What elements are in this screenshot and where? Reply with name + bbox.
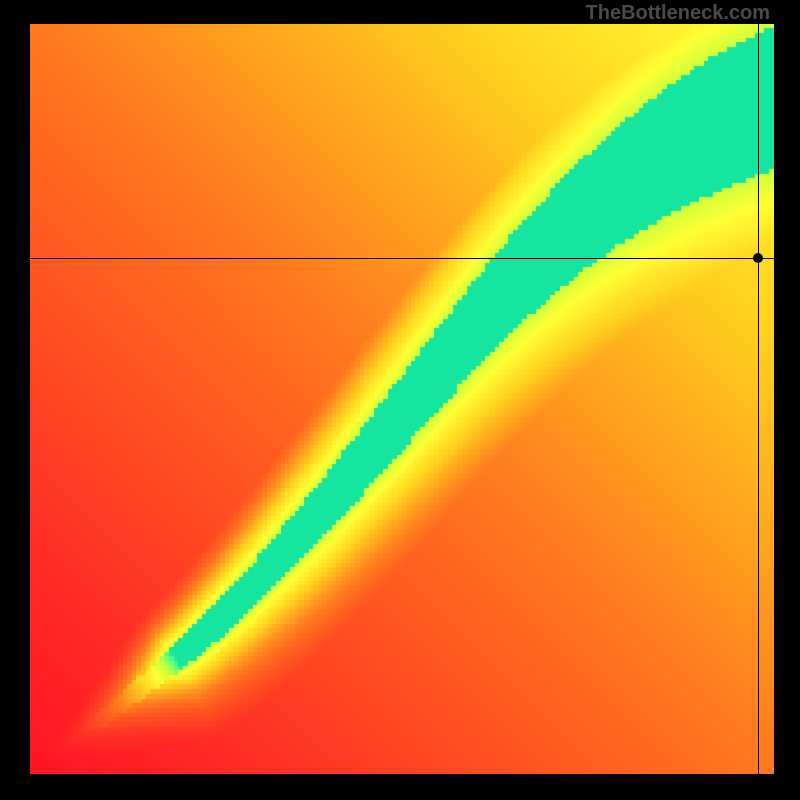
crosshair-vertical: [758, 24, 759, 774]
crosshair-horizontal: [30, 258, 774, 259]
watermark-text: TheBottleneck.com: [586, 2, 770, 25]
selection-marker: [753, 253, 763, 263]
bottleneck-heatmap: [30, 24, 774, 774]
